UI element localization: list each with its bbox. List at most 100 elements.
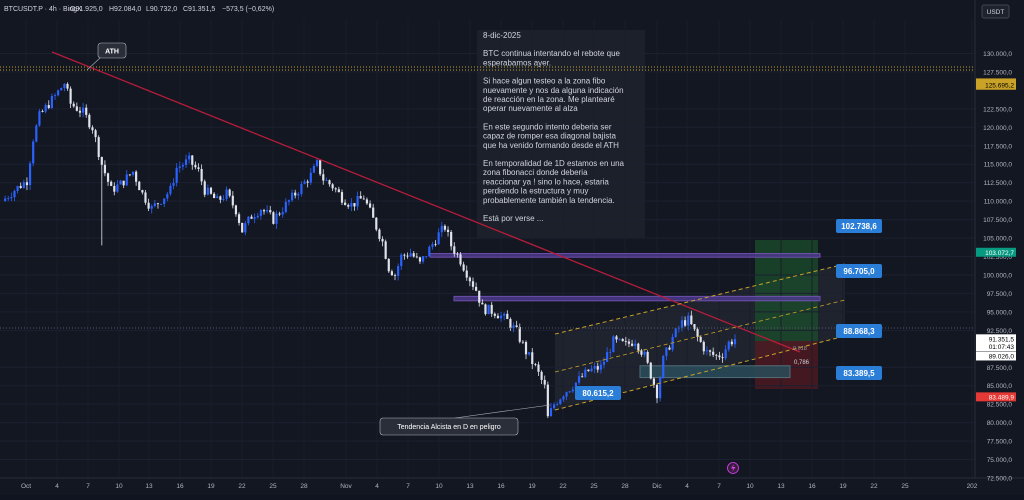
- note-line: BTC continua intentando el rebote que: [483, 49, 621, 58]
- y-tick-label: 95.000,0: [987, 309, 1013, 316]
- candle-body: [231, 195, 234, 206]
- candle-body: [128, 174, 131, 176]
- trend-callout-text: Tendencia Alcista en D en peligro: [397, 424, 501, 431]
- candle-body: [727, 341, 730, 350]
- candle-body: [209, 187, 213, 194]
- candle-body: [434, 244, 437, 246]
- candle-body: [478, 290, 481, 303]
- x-tick-label: 10: [746, 483, 754, 490]
- x-tick-label: 4: [375, 483, 379, 490]
- level-label: 102.738,6: [841, 222, 877, 231]
- candle-body: [88, 114, 91, 128]
- candle-body: [241, 222, 244, 233]
- candle-body: [356, 196, 359, 207]
- level-labels: 102.738,6 96.705,0 88.868,3 83.389,5 80.615,…: [575, 219, 882, 400]
- candle-body: [640, 350, 643, 355]
- x-tick-label: 7: [86, 483, 90, 490]
- candle-body: [159, 203, 163, 205]
- level-label: 88.868,3: [843, 327, 875, 336]
- candle-body: [262, 210, 266, 212]
- candle-body: [537, 364, 540, 372]
- header-change: −573,5 (−0,62%): [222, 6, 274, 13]
- candle-body: [287, 200, 291, 202]
- candle-body: [225, 189, 228, 199]
- level-label-bg: [836, 264, 882, 278]
- x-tick-label: 202: [967, 483, 978, 490]
- x-tick-label: Dic: [652, 483, 662, 490]
- candle-body: [674, 328, 677, 337]
- candle-body: [253, 217, 256, 219]
- candle-body: [275, 213, 278, 224]
- candle-body: [191, 155, 194, 165]
- candle-body: [456, 253, 459, 255]
- level-label-bg: [836, 366, 882, 380]
- x-tick-label: 13: [777, 483, 785, 490]
- x-tick-label: 7: [406, 483, 410, 490]
- y-tick-label: 120.000,0: [983, 125, 1012, 132]
- x-tick-label: 28: [621, 483, 629, 490]
- candle-body: [574, 382, 578, 390]
- candle-body: [549, 408, 553, 417]
- candle-body: [294, 192, 297, 196]
- candle-body: [397, 266, 400, 276]
- candle-body: [82, 107, 85, 113]
- price-label: 91.351,5: [989, 336, 1015, 343]
- y-tick-label: 82.500,0: [987, 402, 1013, 409]
- candle-body: [22, 182, 25, 188]
- price-label-bg: [976, 80, 1016, 90]
- candle-body: [724, 349, 727, 359]
- candle-body: [106, 173, 110, 182]
- candle-body: [649, 362, 652, 379]
- candle-body: [144, 192, 147, 203]
- candle-body: [403, 254, 406, 256]
- y-tick-label: 97.500,0: [987, 291, 1013, 298]
- candle-body: [350, 203, 353, 207]
- candle-body: [515, 325, 518, 327]
- candle-body: [659, 377, 662, 399]
- candle-body: [325, 180, 328, 182]
- candle-body: [72, 103, 75, 107]
- candle-body: [465, 270, 468, 278]
- candle-body: [91, 127, 94, 131]
- note-line: probablemente también la tendencia.: [483, 196, 615, 205]
- candle-body: [503, 313, 506, 316]
- ath-callout-text: ATH: [105, 49, 119, 56]
- candle-body: [375, 217, 378, 230]
- candle-body: [421, 256, 425, 262]
- header-close: C91.351,5: [183, 6, 215, 13]
- candle-body: [718, 355, 721, 358]
- time-axis[interactable]: Oct 4 7 10 13 16 19 22 25 28 Nov 4 7 10 13 16 19 22 25 28 Di…: [21, 483, 978, 490]
- candle-body: [60, 87, 63, 91]
- candle-body: [562, 396, 565, 400]
- price-label-bg: [976, 342, 1016, 352]
- price-axis[interactable]: 130.000,0 127.500,0 122.500,0 120.000,0 117.…: [983, 51, 1012, 483]
- x-tick-label: 22: [559, 483, 567, 490]
- candle-body: [590, 368, 593, 372]
- candle-body: [481, 302, 484, 305]
- candle-body: [680, 320, 684, 328]
- note-line: 8-dic-2025: [483, 31, 521, 40]
- note-line: En temporalidad de 1D estamos en una: [483, 159, 625, 168]
- candle-body: [450, 231, 453, 247]
- candle-body: [528, 352, 531, 355]
- y-tick-label: 80.000,0: [987, 420, 1013, 427]
- candle-body: [216, 196, 219, 199]
- candle-body: [172, 182, 175, 186]
- candle-body: [634, 343, 637, 346]
- x-tick-label: 10: [115, 483, 123, 490]
- candle-body: [390, 271, 393, 276]
- price-label-bg: [976, 334, 1016, 344]
- candle-body: [337, 189, 340, 193]
- candle-body: [138, 181, 141, 191]
- currency-button[interactable]: [981, 4, 1010, 19]
- candle-body: [57, 90, 60, 96]
- candle-body: [609, 352, 612, 353]
- candle-body: [7, 198, 10, 200]
- candle-body: [194, 164, 197, 168]
- y-tick-label: 72.500,0: [987, 476, 1013, 483]
- y-tick-label: 115.000,0: [984, 162, 1013, 169]
- candle-body: [687, 315, 690, 326]
- candle-body: [684, 320, 687, 326]
